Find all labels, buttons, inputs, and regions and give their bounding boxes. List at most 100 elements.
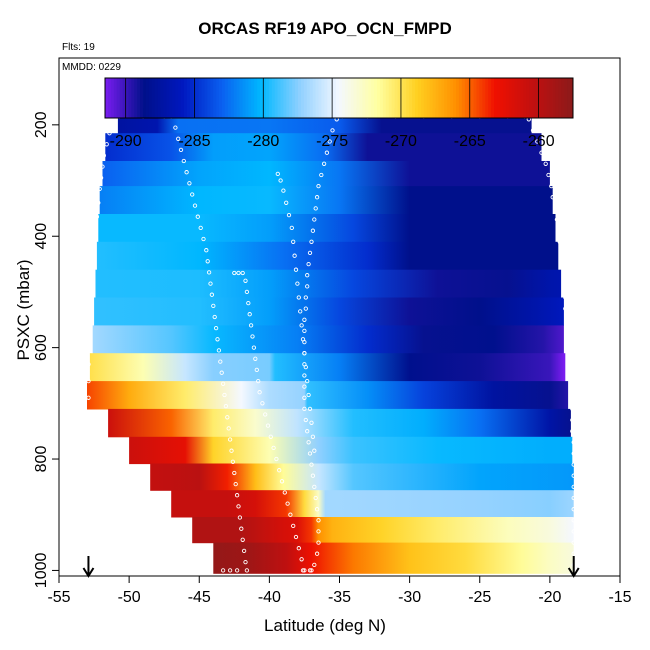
track-point (313, 495, 318, 501)
track-point (234, 568, 240, 573)
colorbar-cell (277, 78, 281, 118)
track-point (543, 161, 548, 166)
colorbar-frame (104, 77, 574, 119)
track-point (571, 540, 576, 545)
colorbar-cell (140, 78, 144, 118)
colorbar-cell (420, 78, 425, 118)
colorbar-cell (417, 78, 422, 118)
colorbar-cell (157, 78, 161, 118)
track-point (314, 195, 320, 200)
track-point (330, 128, 335, 133)
colorbar-cell (368, 78, 372, 118)
track-point (241, 548, 247, 554)
heatmap-row (98, 214, 556, 243)
colorbar-cell (213, 78, 217, 118)
x-tick-label: -15 (608, 589, 631, 606)
track-point (254, 367, 259, 373)
chart-title: ORCAS RF19 APO_OCN_FMPD (198, 19, 452, 38)
track-point (190, 192, 195, 197)
colorbar-tick-label: -260 (523, 133, 555, 150)
track-point (219, 370, 224, 375)
colorbar-cell (154, 78, 159, 118)
colorbar-cell (379, 78, 384, 118)
track-point (309, 568, 314, 573)
track-point (564, 317, 569, 322)
profile-arrow-head (82, 567, 95, 578)
track-point (234, 493, 240, 498)
track-point (176, 136, 181, 141)
track-point (302, 395, 307, 400)
colorbar-cell (435, 78, 439, 118)
colorbar-cell (505, 78, 510, 118)
colorbar-cell (181, 78, 185, 118)
colorbar-cell (397, 78, 401, 118)
colorbar-cell (526, 78, 530, 118)
track-point (257, 390, 262, 395)
track-point (227, 437, 233, 442)
colorbar-cell (151, 78, 156, 118)
colorbar-tick-label: -280 (247, 133, 279, 150)
colorbar-cell (520, 78, 524, 118)
colorbar-tick-label: -270 (385, 133, 417, 150)
track-point (564, 328, 569, 334)
colorbar-cell (561, 78, 565, 118)
colorbar-cell (113, 78, 118, 118)
heatmap-row (213, 542, 574, 574)
track-point (205, 259, 210, 264)
track-point (87, 328, 93, 334)
colorbar-cell (403, 78, 407, 118)
track-point (230, 459, 236, 464)
colorbar-cell (224, 78, 229, 118)
track-point (86, 362, 91, 367)
track-point (305, 378, 310, 384)
track-point (227, 568, 233, 573)
track-point (295, 281, 300, 286)
track-point (292, 253, 297, 258)
flights-note: Flts: 19 (62, 42, 95, 53)
colorbar-cell (166, 78, 170, 118)
colorbar-cell (175, 78, 179, 118)
track-point (570, 429, 575, 434)
colorbar-cell (432, 78, 436, 118)
track-point (316, 518, 321, 523)
colorbar-cell (558, 78, 562, 118)
colorbar-cell (415, 78, 419, 118)
track-point (222, 392, 227, 398)
colorbar-cell (204, 78, 208, 118)
track-point (309, 462, 314, 467)
track-point (237, 515, 243, 520)
track-point (208, 281, 213, 286)
colorbar-cell (371, 78, 375, 118)
colorbar-cell (461, 78, 466, 118)
track-point (195, 214, 200, 219)
track-point (535, 139, 540, 144)
colorbar-cell (309, 78, 314, 118)
track-point (302, 373, 307, 378)
colorbar-cell (233, 78, 238, 118)
track-point (246, 300, 251, 306)
track-point (265, 423, 271, 428)
colorbar-cell (488, 78, 492, 118)
colorbar-cell (198, 78, 202, 118)
track-point (204, 248, 209, 253)
colorbar-cell (473, 78, 477, 118)
heatmap-row (108, 408, 571, 438)
colorbar-cell (172, 78, 176, 118)
heatmap-row (102, 161, 550, 187)
colorbar-cell (555, 78, 559, 118)
x-tick-label: -50 (118, 589, 141, 606)
track-point (307, 406, 313, 412)
track-point (302, 339, 307, 345)
track-point (310, 228, 316, 233)
track-point (570, 417, 575, 423)
track-point (247, 312, 252, 317)
track-point (316, 540, 321, 545)
colorbar-cell (186, 78, 191, 118)
colorbar-cell (318, 78, 322, 118)
track-point (302, 384, 307, 389)
colorbar-tick-label: -285 (178, 133, 210, 150)
colorbar-cell (377, 78, 381, 118)
track-point (321, 161, 327, 166)
track-point (561, 273, 567, 278)
track-point (549, 183, 554, 189)
